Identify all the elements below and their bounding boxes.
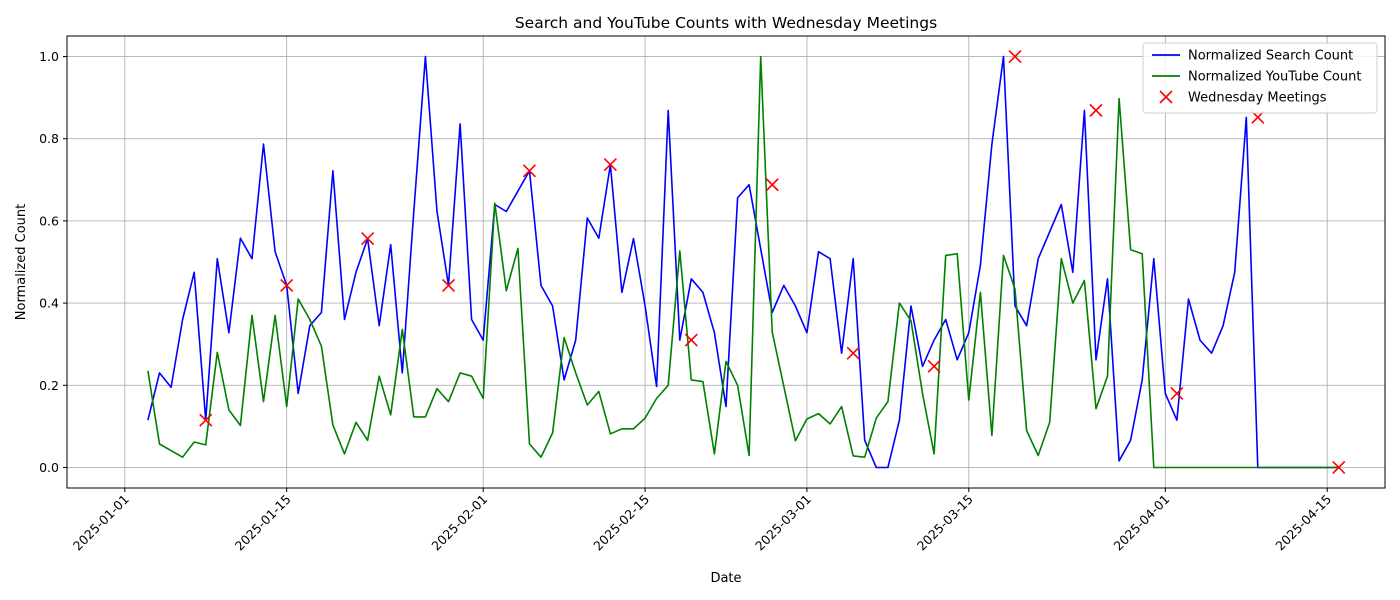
y-tick-label: 0.8: [39, 131, 59, 146]
meeting-marker: [361, 232, 375, 246]
meeting-marker: [522, 164, 537, 178]
meeting-marker: [199, 413, 213, 427]
x-tick-label: 2025-01-15: [232, 492, 294, 554]
x-tick-label: 2025-04-15: [1272, 492, 1334, 554]
x-tick-label: 2025-02-15: [590, 492, 652, 554]
y-tick-label: 0.2: [39, 378, 59, 393]
plot-frame: [66, 35, 1386, 489]
meeting-marker: [927, 359, 941, 373]
meeting-marker: [1170, 386, 1184, 401]
meeting-marker: [765, 178, 779, 192]
y-axis-label: Normalized Count: [14, 204, 29, 320]
meeting-marker: [1089, 103, 1103, 117]
x-tick-label: 2025-01-01: [70, 492, 132, 554]
meeting-marker: [441, 278, 456, 292]
legend-label: Wednesday Meetings: [1188, 91, 1327, 106]
legend-label: Normalized YouTube Count: [1188, 70, 1361, 85]
x-tick-label: 2025-02-01: [428, 492, 490, 554]
meeting-marker: [1332, 460, 1346, 475]
y-axis: 0.0 0.2 0.4 0.6 0.8 1.0: [39, 49, 67, 475]
legend: Normalized Search Count Normalized YouTub…: [1142, 42, 1378, 114]
x-axis-label: Date: [710, 571, 741, 586]
x-tick-label: 2025-03-01: [752, 492, 814, 554]
meeting-marker: [280, 278, 294, 292]
legend-swatch: [1159, 90, 1173, 104]
series-line-1: [147, 55, 1339, 469]
y-tick-label: 0.6: [39, 213, 59, 228]
x-axis: 2025-01-01 2025-01-15 2025-02-01 2025-02-15…: [70, 488, 1334, 553]
meeting-marker: [684, 333, 698, 347]
meeting-marker: [603, 158, 617, 172]
meeting-marker: [846, 346, 860, 360]
legend-box: [1142, 42, 1378, 114]
x-tick-label: 2025-03-15: [914, 492, 976, 554]
y-tick-label: 0.0: [39, 460, 59, 475]
legend-label: Normalized Search Count: [1188, 49, 1353, 64]
y-tick-label: 0.4: [39, 296, 59, 311]
meeting-marker: [1008, 49, 1022, 64]
series-line-2: [147, 55, 1339, 469]
x-tick-label: 2025-04-01: [1110, 492, 1172, 554]
plot-area: [147, 49, 1346, 475]
chart-title: Search and YouTube Counts with Wednesday…: [515, 14, 937, 32]
y-tick-label: 1.0: [39, 49, 59, 64]
